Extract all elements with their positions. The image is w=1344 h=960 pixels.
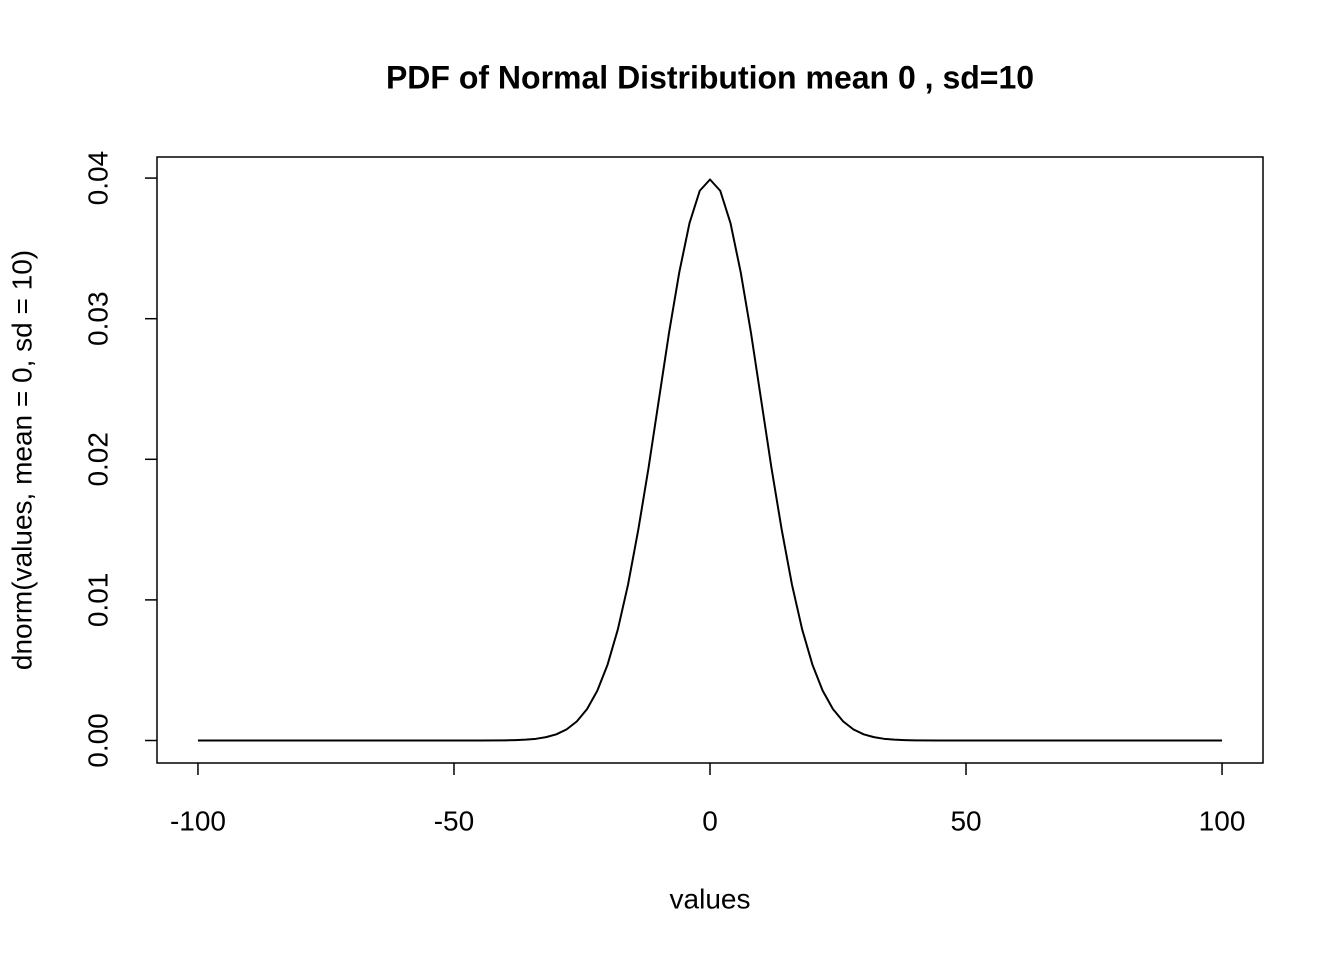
y-tick-label: 0.03 [82,291,113,346]
x-axis-label: values [670,883,751,914]
line [197,178,1223,742]
y-tick-label: 0.00 [82,713,113,768]
y-tick-label: 0.04 [82,151,113,206]
plot-box [156,156,1264,764]
y-axis-label: dnorm(values, mean = 0, sd = 10) [6,250,37,670]
y-tick-label: 0.02 [82,432,113,487]
chart-title: PDF of Normal Distribution mean 0 , sd=1… [386,59,1034,95]
x-tick-label: 0 [702,805,718,836]
x-tick-label: 50 [950,805,981,836]
x-tick-label: -50 [434,805,474,836]
x-tick-label: -100 [170,805,226,836]
y-tick-label: 0.01 [82,573,113,628]
x-tick-label: 100 [1199,805,1246,836]
